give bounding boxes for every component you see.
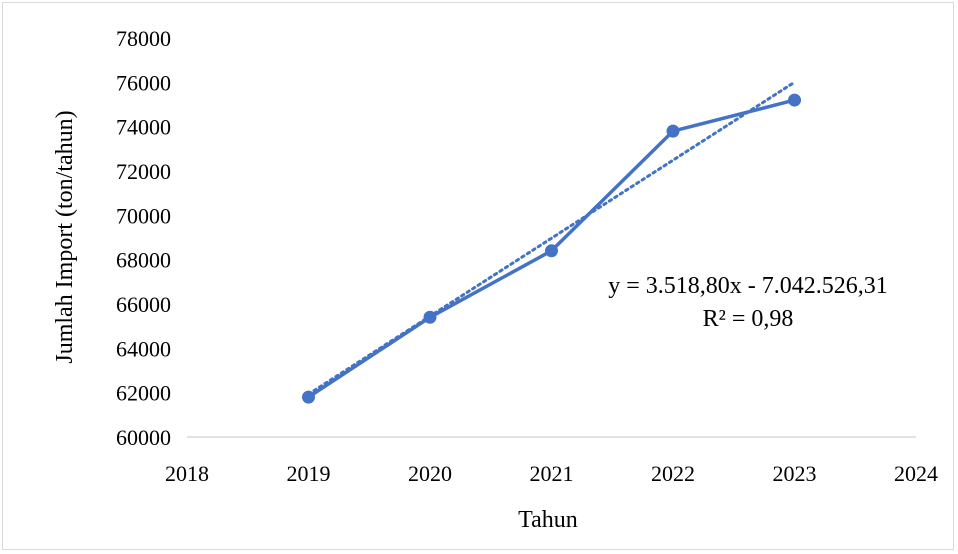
y-tick-label: 74000 — [116, 115, 171, 140]
y-tick-label: 66000 — [116, 292, 171, 317]
y-tick-label: 68000 — [116, 248, 171, 273]
x-tick-label: 2020 — [408, 461, 452, 486]
trendline-equation: y = 3.518,80x - 7.042.526,31 — [608, 273, 888, 299]
y-tick-label: 78000 — [116, 26, 171, 51]
y-tick-label: 70000 — [116, 203, 171, 228]
series-markers — [302, 93, 801, 404]
y-tick-label: 60000 — [116, 425, 171, 450]
x-axis-ticks: 2018 2019 2020 2021 2022 2023 2024 — [165, 461, 938, 486]
x-tick-label: 2022 — [651, 461, 695, 486]
y-tick-label: 72000 — [116, 159, 171, 184]
x-axis-title: Tahun — [518, 507, 578, 533]
x-tick-label: 2023 — [773, 461, 817, 486]
data-point — [788, 93, 801, 107]
trendline-r-squared: R² = 0,98 — [703, 306, 794, 332]
y-tick-label: 76000 — [116, 70, 171, 95]
x-tick-label: 2018 — [165, 461, 209, 486]
x-tick-label: 2021 — [530, 461, 574, 486]
y-axis-ticks: 60000 62000 64000 66000 68000 70000 72000 74000… — [116, 26, 171, 450]
x-tick-label: 2019 — [287, 461, 331, 486]
plot-area — [302, 80, 801, 404]
y-tick-label: 64000 — [116, 336, 171, 361]
data-point — [302, 390, 315, 404]
data-point — [545, 244, 558, 258]
x-tick-label: 2024 — [894, 461, 938, 486]
data-point — [423, 310, 437, 324]
y-axis-title: Jumlah Import (ton/tahun) — [52, 110, 78, 363]
data-point — [666, 124, 680, 138]
y-tick-label: 62000 — [116, 381, 171, 406]
